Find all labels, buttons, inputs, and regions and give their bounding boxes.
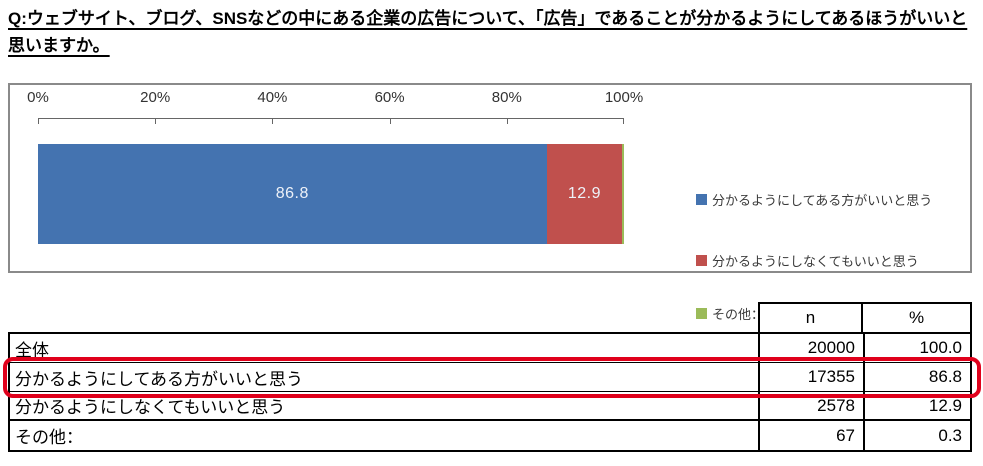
table-row-total: 全体 20000 100.0 (10, 334, 970, 363)
result-table: n % 全体 20000 100.0 分かるようにしてある方がいいと思う 173… (3, 302, 981, 452)
x-tick-label-20: 20% (140, 89, 171, 106)
row-label: 分かるようにしてある方がいいと思う (15, 369, 303, 389)
x-tick-mark (38, 118, 39, 124)
row-pct-value: 12.9 (863, 392, 970, 419)
table-row-prefer-labeled: 分かるようにしてある方がいいと思う 17355 86.8 (10, 363, 970, 392)
table-row-no-need-label: 分かるようにしなくてもいいと思う 2578 12.9 (10, 392, 970, 421)
legend-item-prefer-labeled: 分かるようにしてある方がいいと思う (696, 190, 932, 209)
plot-area: 0% 20% 40% 60% 80% 100% 86.8 12.9 (27, 85, 643, 271)
x-tick-mark (155, 118, 157, 124)
table-row-other: その他： 67 0.3 (10, 421, 970, 450)
table-header-spacer (8, 302, 758, 332)
table-header-row: n % (8, 302, 972, 332)
row-label: 分かるようにしなくてもいいと思う (15, 398, 286, 417)
row-n-value: 17355 (758, 363, 863, 391)
row-pct-value: 100.0 (863, 334, 970, 362)
legend-label: 分かるようにしてある方がいいと思う (712, 193, 933, 208)
stacked-bar: 86.8 12.9 (38, 144, 624, 244)
table-body: 全体 20000 100.0 分かるようにしてある方がいいと思う 17355 8… (8, 332, 972, 452)
row-label: その他： (15, 428, 83, 447)
row-pct-value: 86.8 (863, 363, 970, 391)
legend-label: その他： (712, 307, 765, 322)
x-axis-line (38, 118, 624, 119)
x-tick-label-0: 0% (27, 89, 49, 106)
question-title: Q:ウェブサイト、ブログ、SNSなどの中にある企業の広告について、「広告」である… (8, 9, 968, 55)
table-header-n: n (758, 302, 863, 332)
table-header-pct: % (863, 302, 972, 332)
legend-swatch-green (696, 308, 707, 319)
bar-segment-other (622, 144, 624, 244)
bar-segment-no-need-label: 12.9 (546, 144, 623, 244)
legend-swatch-red (696, 255, 707, 266)
row-label: 全体 (15, 340, 49, 360)
bar-chart: 0% 20% 40% 60% 80% 100% 86.8 12.9 分かるように… (8, 83, 972, 322)
x-tick-mark (272, 118, 274, 124)
x-tick-label-100: 100% (604, 89, 644, 106)
x-tick-label-60: 60% (374, 89, 405, 106)
x-tick-label-40: 40% (257, 89, 288, 106)
x-tick-mark (506, 118, 508, 124)
row-n-value: 2578 (758, 392, 863, 419)
row-pct-value: 0.3 (863, 421, 970, 450)
legend-swatch-blue (696, 194, 707, 205)
x-tick-mark (389, 118, 391, 124)
row-n-value: 20000 (758, 334, 863, 362)
legend-item-other: その他： (696, 304, 764, 323)
bar-data-label: 12.9 (567, 185, 601, 202)
x-tick-mark (623, 118, 624, 124)
row-n-value: 67 (758, 421, 863, 450)
legend-label: 分かるようにしなくてもいいと思う (712, 254, 919, 269)
x-tick-label-80: 80% (491, 89, 522, 106)
legend-item-no-need-label: 分かるようにしなくてもいいと思う (696, 251, 919, 270)
bar-segment-prefer-labeled: 86.8 (38, 144, 547, 244)
bar-data-label: 86.8 (275, 185, 309, 202)
